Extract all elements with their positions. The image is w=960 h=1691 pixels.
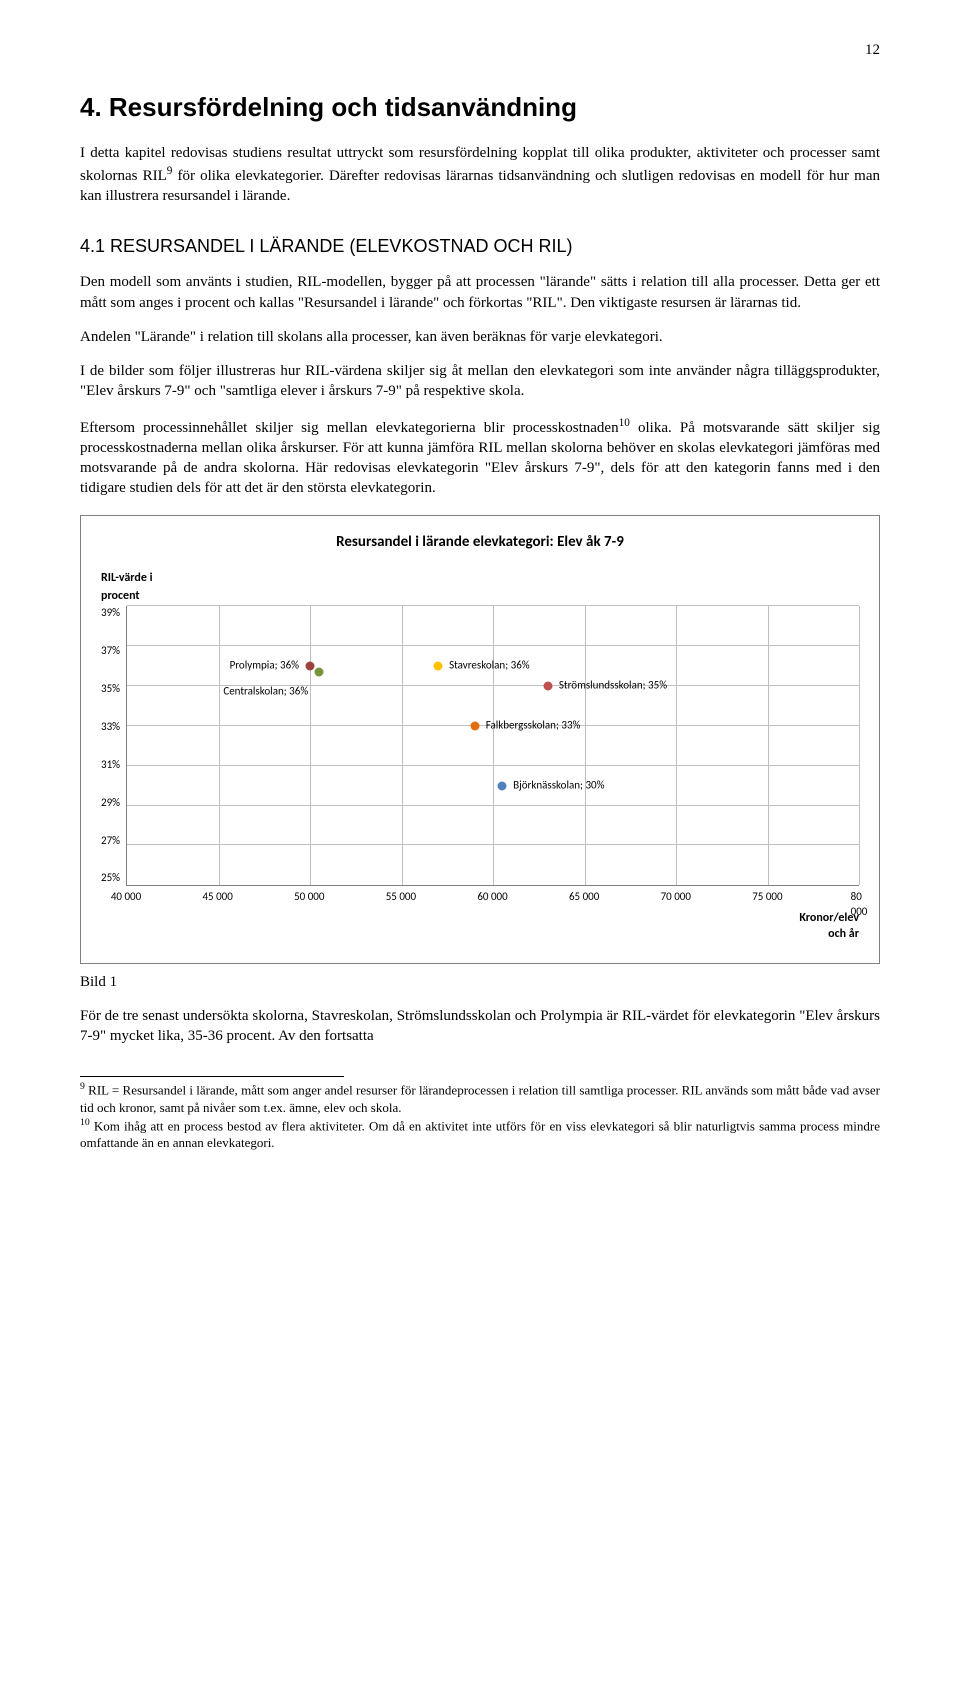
chart-point-label: Falkbergsskolan; 33%	[486, 718, 581, 733]
y-tick-label: 25%	[101, 871, 120, 886]
heading-main: 4. Resursfördelning och tidsanvändning	[80, 90, 880, 125]
x-axis-label: Kronor/elev och år	[101, 910, 859, 942]
gridline-vertical	[402, 606, 403, 885]
gridline-vertical	[310, 606, 311, 885]
heading-sub: 4.1 RESURSANDEL I LÄRANDE (ELEVKOSTNAD O…	[80, 234, 880, 258]
y-tick-label: 33%	[101, 720, 120, 735]
gridline-vertical	[859, 606, 860, 885]
y-tick-label: 31%	[101, 758, 120, 773]
paragraph-after-chart: För de tre senast undersökta skolorna, S…	[80, 1006, 880, 1047]
x-axis-label-2: och år	[828, 927, 859, 941]
paragraph-1: Den modell som använts i studien, RIL-mo…	[80, 272, 880, 313]
chart-point	[470, 721, 479, 730]
paragraph-3: I de bilder som följer illustreras hur R…	[80, 361, 880, 402]
y-axis-label-1: RIL-värde i	[101, 570, 859, 586]
footnote-10-num: 10	[80, 1117, 90, 1128]
x-axis-ticks: 40 00045 00050 00055 00060 00065 00070 0…	[126, 886, 859, 900]
x-tick-label: 65 000	[569, 890, 599, 905]
x-tick-label: 45 000	[202, 890, 232, 905]
footnote-10: 10 Kom ihåg att en process bestod av fle…	[80, 1117, 880, 1152]
footnote-divider	[80, 1076, 344, 1077]
chart-point-label: Strömslundsskolan; 35%	[559, 679, 667, 694]
y-axis-ticks: 39% 37% 35% 33% 31% 29% 27% 25%	[101, 606, 126, 886]
gridline-vertical	[493, 606, 494, 885]
x-tick-label: 50 000	[294, 890, 324, 905]
chart-title: Resursandel i lärande elevkategori: Elev…	[101, 532, 859, 552]
figure-caption: Bild 1	[80, 972, 880, 992]
x-tick-label: 75 000	[752, 890, 782, 905]
chart-point-label: Stavreskolan; 36%	[449, 659, 530, 674]
x-tick-label: 70 000	[661, 890, 691, 905]
footnote-10-text: Kom ihåg att en process bestod av flera …	[80, 1118, 880, 1150]
paragraph-intro: I detta kapitel redovisas studiens resul…	[80, 143, 880, 206]
chart-point	[543, 681, 552, 690]
chart-point	[315, 668, 324, 677]
x-tick-label: 40 000	[111, 890, 141, 905]
plot-area: Prolympia; 36% Centralskolan; 36% Stavresk…	[126, 606, 859, 886]
x-tick-label: 55 000	[386, 890, 416, 905]
y-tick-label: 29%	[101, 796, 120, 811]
y-tick-label: 37%	[101, 644, 120, 659]
paragraph-2: Andelen "Lärande" i relation till skolan…	[80, 327, 880, 347]
chart-container: Resursandel i lärande elevkategori: Elev…	[80, 515, 880, 964]
paragraph-intro-tail: för olika elevkategorier. Därefter redov…	[80, 168, 880, 204]
chart-point	[306, 662, 315, 671]
plot-wrap: 39% 37% 35% 33% 31% 29% 27% 25% Prolympia; 36% C…	[101, 606, 859, 900]
chart-point-label: Prolympia; 36%	[230, 659, 299, 674]
footnote-ref-10: 10	[619, 417, 630, 429]
y-tick-label: 27%	[101, 834, 120, 849]
gridline-vertical	[768, 606, 769, 885]
chart-point	[434, 662, 443, 671]
chart-point	[498, 781, 507, 790]
page-number: 12	[80, 40, 880, 60]
gridline-vertical	[219, 606, 220, 885]
gridline-vertical	[585, 606, 586, 885]
x-tick-label: 60 000	[477, 890, 507, 905]
x-tick-label: 80 000	[851, 890, 868, 920]
chart-point-label: Centralskolan; 36%	[223, 685, 308, 700]
footnote-9: 9 RIL = Resursandel i lärande, mått som …	[80, 1081, 880, 1116]
footnote-9-text: RIL = Resursandel i lärande, mått som an…	[80, 1083, 880, 1115]
y-axis-label-2: procent	[101, 588, 859, 604]
paragraph-4-a: Eftersom processinnehållet skiljer sig m…	[80, 420, 619, 436]
y-tick-label: 35%	[101, 682, 120, 697]
chart-point-label: Björknässkolan; 30%	[513, 778, 604, 793]
gridline-vertical	[676, 606, 677, 885]
paragraph-4: Eftersom processinnehållet skiljer sig m…	[80, 416, 880, 499]
y-tick-label: 39%	[101, 606, 120, 621]
